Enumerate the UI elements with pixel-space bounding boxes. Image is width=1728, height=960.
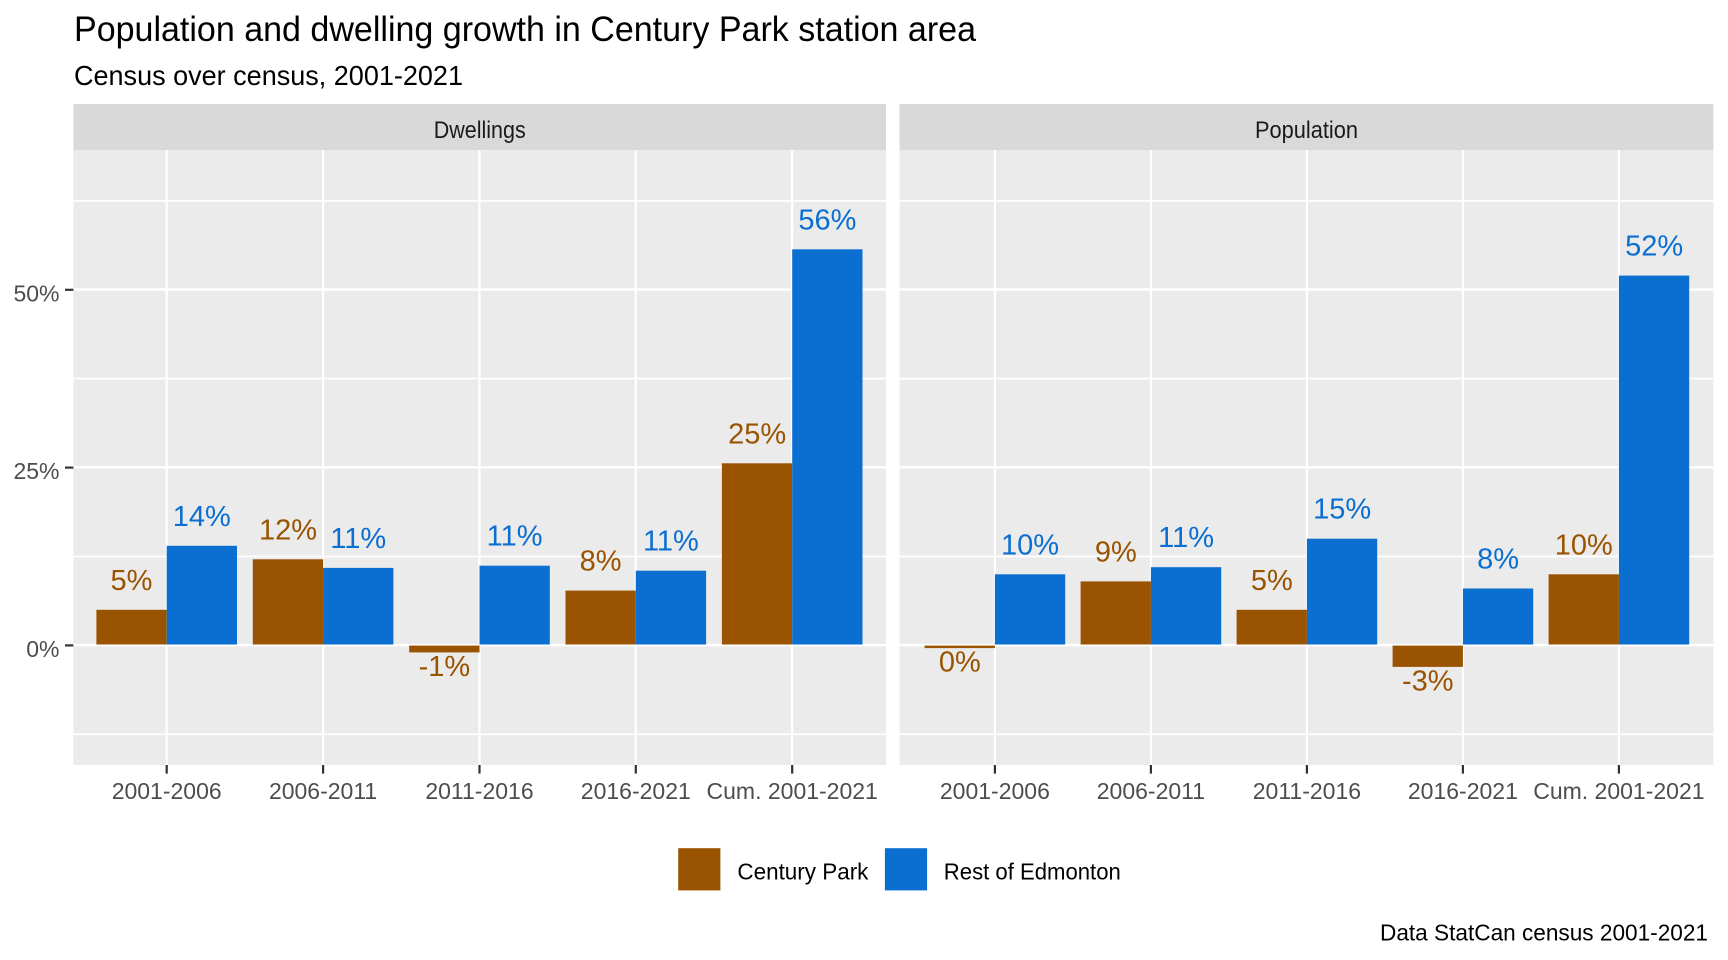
svg-text:2016-2021: 2016-2021 — [1408, 778, 1518, 804]
svg-text:2001-2006: 2001-2006 — [940, 778, 1050, 804]
svg-text:14%: 14% — [173, 501, 231, 533]
svg-text:10%: 10% — [1001, 529, 1059, 561]
svg-text:Dwellings: Dwellings — [434, 117, 526, 144]
svg-text:Century Park: Century Park — [737, 859, 868, 885]
svg-text:8%: 8% — [1477, 544, 1519, 576]
svg-text:56%: 56% — [798, 204, 856, 236]
svg-text:9%: 9% — [1095, 536, 1137, 568]
svg-text:11%: 11% — [1158, 522, 1214, 554]
svg-text:-1%: -1% — [419, 651, 471, 683]
svg-text:Cum. 2001-2021: Cum. 2001-2021 — [1533, 778, 1704, 804]
svg-text:2011-2016: 2011-2016 — [425, 778, 533, 804]
svg-text:Population: Population — [1255, 117, 1358, 144]
svg-text:25%: 25% — [13, 458, 59, 484]
svg-text:2006-2011: 2006-2011 — [1097, 778, 1205, 804]
svg-text:2011-2016: 2011-2016 — [1253, 778, 1361, 804]
svg-text:Rest of Edmonton: Rest of Edmonton — [944, 859, 1121, 885]
svg-text:0%: 0% — [26, 636, 59, 662]
svg-text:5%: 5% — [1251, 565, 1293, 597]
svg-text:Cum. 2001-2021: Cum. 2001-2021 — [707, 778, 878, 804]
svg-text:10%: 10% — [1555, 529, 1613, 561]
svg-text:50%: 50% — [13, 280, 59, 306]
svg-text:12%: 12% — [259, 514, 317, 546]
svg-text:5%: 5% — [111, 565, 153, 597]
svg-text:Census over census, 2001-2021: Census over census, 2001-2021 — [74, 60, 463, 91]
svg-text:Data StatCan census 2001-2021: Data StatCan census 2001-2021 — [1380, 920, 1708, 946]
svg-text:2016-2021: 2016-2021 — [581, 778, 691, 804]
svg-text:15%: 15% — [1313, 494, 1371, 526]
svg-text:52%: 52% — [1625, 231, 1683, 263]
svg-text:25%: 25% — [728, 418, 786, 450]
svg-text:8%: 8% — [580, 546, 622, 578]
svg-text:11%: 11% — [330, 523, 386, 555]
svg-text:11%: 11% — [643, 526, 699, 558]
svg-text:0%: 0% — [939, 647, 981, 679]
svg-text:11%: 11% — [487, 521, 543, 553]
svg-text:-3%: -3% — [1402, 665, 1454, 697]
svg-text:2001-2006: 2001-2006 — [112, 778, 222, 804]
svg-text:Population and dwelling growth: Population and dwelling growth in Centur… — [74, 10, 977, 49]
svg-text:2006-2011: 2006-2011 — [269, 778, 377, 804]
